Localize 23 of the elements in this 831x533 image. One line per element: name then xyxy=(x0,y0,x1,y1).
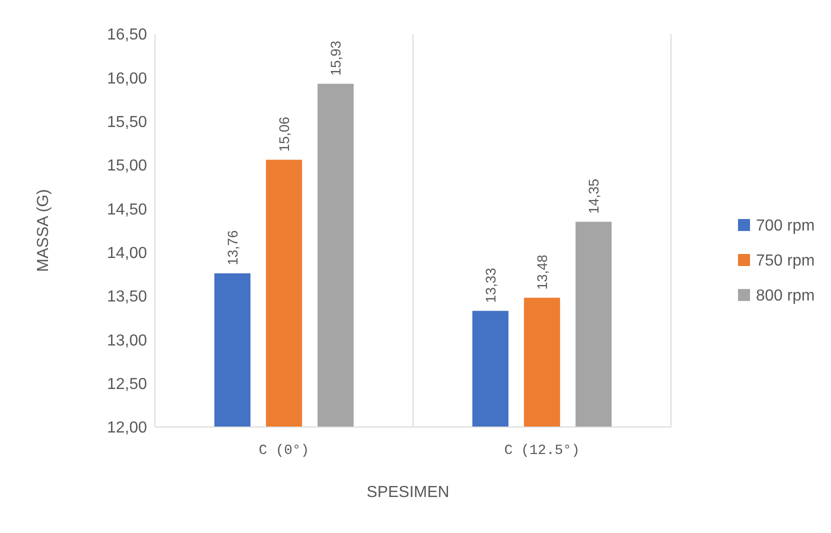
y-tick-label: 15,50 xyxy=(106,114,148,131)
x-tick-label: C (12.5°) xyxy=(504,443,580,459)
data-label: 13,76 xyxy=(224,230,240,266)
y-tick-label: 13,00 xyxy=(106,332,148,350)
y-axis-title: MASSA (G) xyxy=(35,189,52,272)
y-tick-label: 13,50 xyxy=(106,288,148,306)
legend-label: 700 rpm xyxy=(756,218,815,235)
data-label: 15,06 xyxy=(276,116,292,152)
legend-label: 750 rpm xyxy=(756,252,815,270)
y-tick-label: 15,00 xyxy=(106,158,148,175)
data-label: 15,93 xyxy=(328,40,344,76)
y-tick-label: 14,50 xyxy=(106,201,148,218)
x-axis-title: SPESIMEN xyxy=(366,484,450,501)
data-label: 13,33 xyxy=(482,268,498,303)
data-label: 14,35 xyxy=(586,178,602,214)
y-tick-label: 12,00 xyxy=(106,420,148,437)
y-tick-label: 16,00 xyxy=(106,70,148,88)
legend-label: 800 rpm xyxy=(756,288,815,305)
x-tick-label: C (0°) xyxy=(258,443,310,459)
y-tick-label: 12,50 xyxy=(106,376,148,393)
y-tick-label: 14,00 xyxy=(106,244,148,262)
y-tick-label: 16,50 xyxy=(106,26,148,44)
data-label: 13,48 xyxy=(534,254,550,290)
